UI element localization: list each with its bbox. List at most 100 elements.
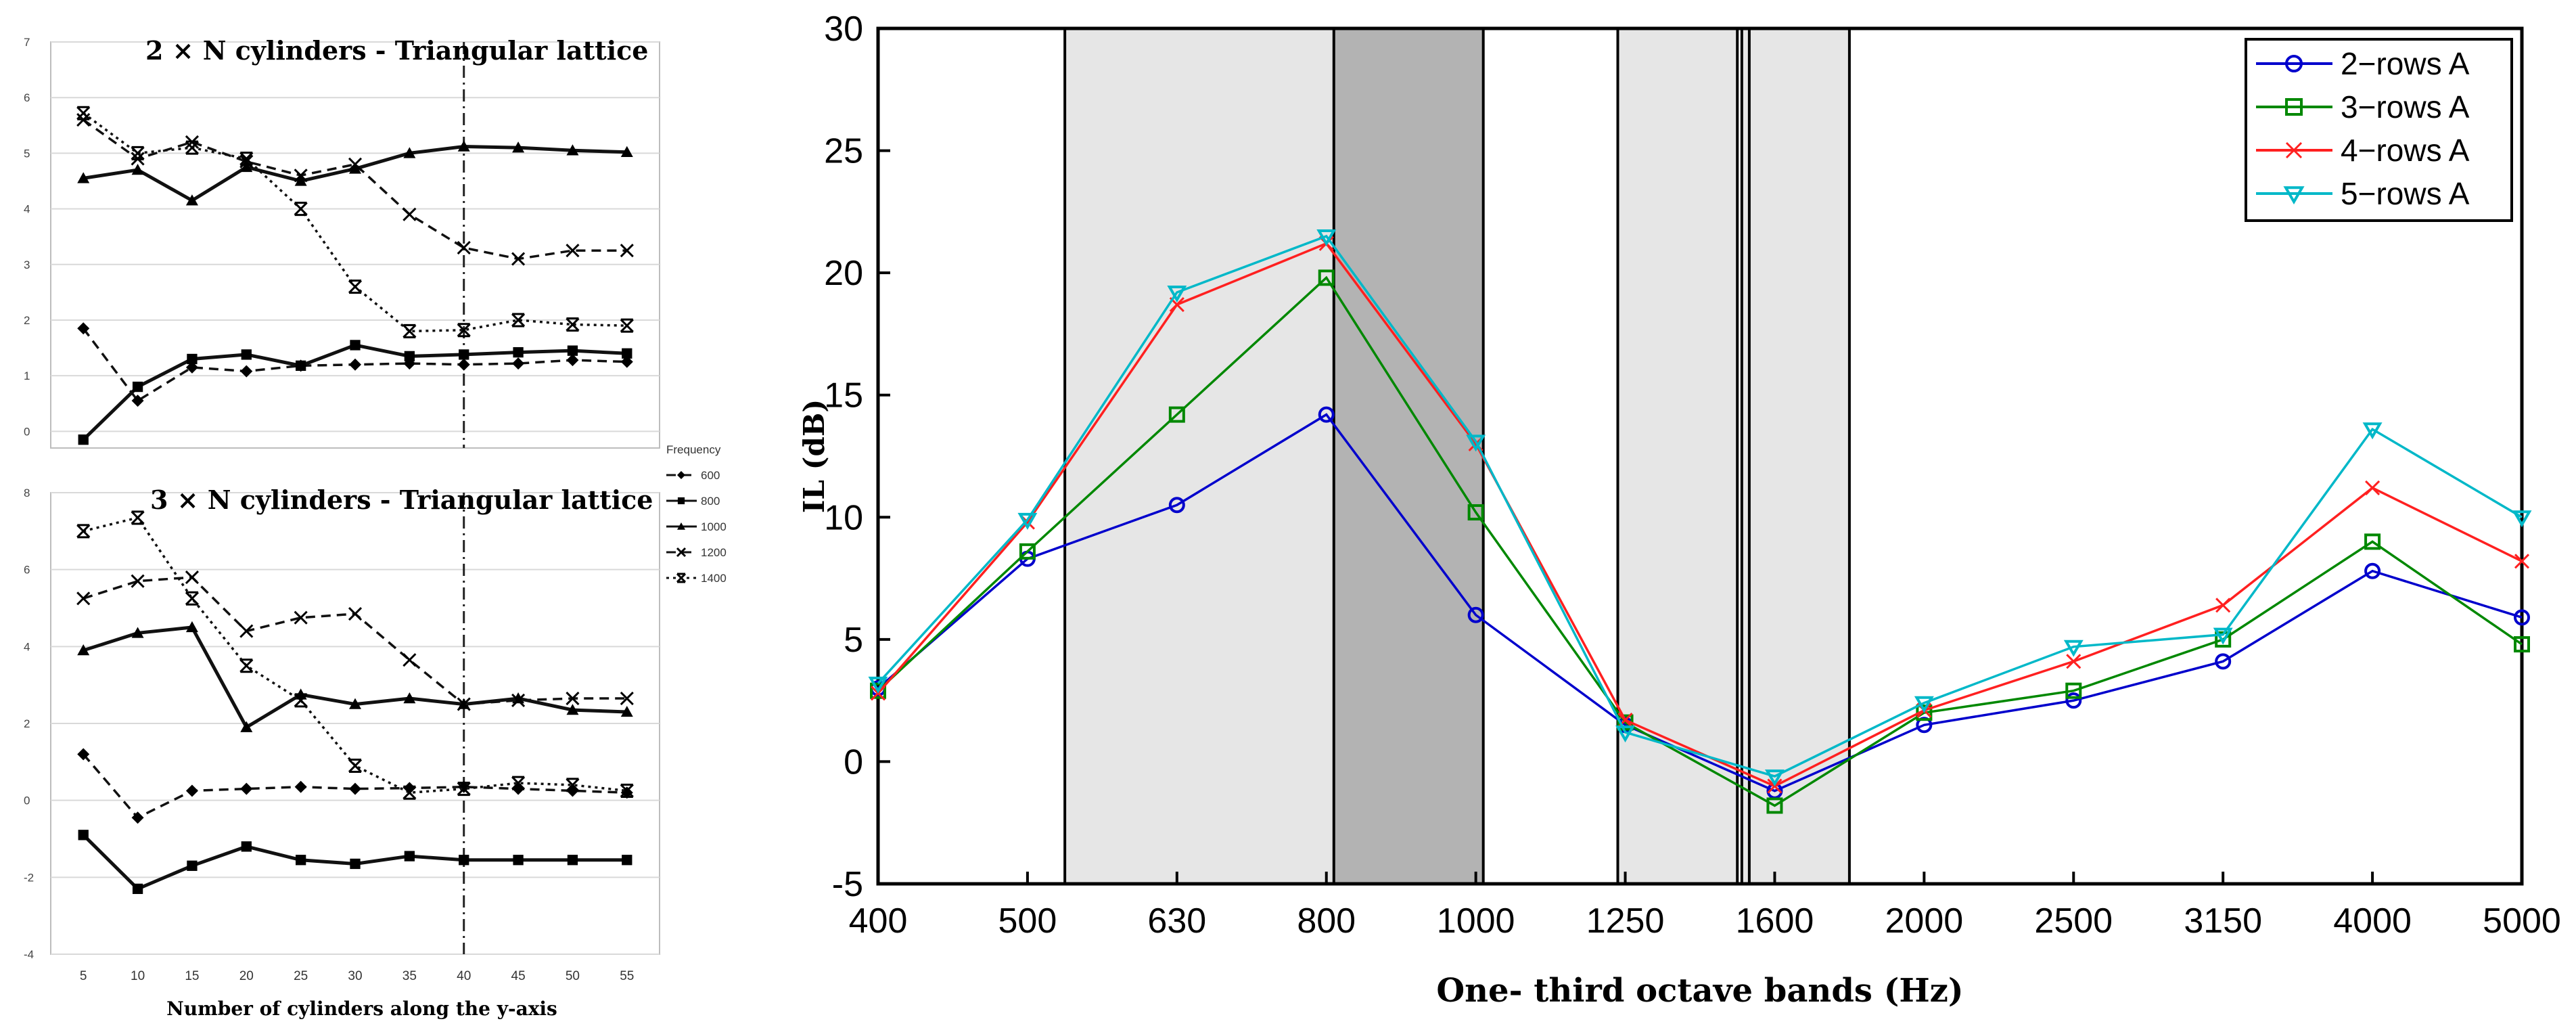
series-line (877, 234, 2523, 778)
x-tick-label: 500 (998, 901, 1057, 941)
y-tick-label: 15 (824, 376, 863, 416)
legend-label-600: 600 (701, 469, 720, 482)
y-tick-label: -2 (24, 871, 34, 884)
gridlines-3xN (51, 492, 660, 955)
y-tick-label: 25 (824, 132, 863, 171)
data-point (2066, 654, 2082, 669)
x-tick-label: 1600 (1736, 901, 1814, 941)
data-point-1000 (566, 144, 579, 156)
frequency-legend: Frequency 600 800 1000 1200 1400 (666, 443, 727, 585)
x-tick-label: 10 (131, 969, 145, 983)
data-point-600 (457, 358, 470, 371)
data-point-1000 (185, 194, 198, 206)
x-tick-label: 4000 (2333, 901, 2412, 941)
x-tick-label: 400 (849, 901, 908, 941)
shaded-bands (1065, 28, 1849, 884)
data-point (1914, 696, 1934, 713)
x-tick-label: 1000 (1437, 901, 1515, 941)
data-point (1318, 406, 1335, 423)
y-tick-label: 5 (24, 147, 30, 160)
data-point (1168, 497, 1185, 514)
series-group-2xN (76, 106, 634, 445)
data-point (1467, 606, 1484, 623)
data-point-1000 (240, 160, 253, 173)
x-axis-label-il: One- third octave bands (Hz) (1436, 972, 1963, 1010)
y-ticks-2xN: 7 6 5 4 3 2 1 0 (24, 36, 30, 438)
data-point-600 (131, 395, 144, 407)
y-tick-label: 20 (824, 254, 863, 293)
x-tick-label: 800 (1297, 901, 1356, 941)
y-tick-label: 4 (24, 203, 30, 216)
data-point-1400 (185, 140, 199, 155)
data-point (1019, 543, 1036, 560)
data-point-1400 (348, 759, 363, 774)
data-point (2364, 533, 2381, 550)
y-tick-label: 0 (24, 425, 30, 438)
data-point-1400 (239, 658, 254, 673)
data-point-1200 (402, 653, 417, 667)
data-point (1466, 434, 1486, 452)
data-point-1000 (403, 692, 416, 704)
data-point (1017, 512, 1038, 530)
legend-marker-600 (677, 471, 685, 479)
legend-label: 5−rows A (2341, 176, 2470, 211)
y-tick-label: 30 (824, 9, 863, 49)
data-point-1200 (131, 574, 145, 588)
data-point-800 (132, 883, 143, 895)
data-point (2063, 640, 2084, 657)
data-point (2215, 598, 2231, 613)
data-point-800 (241, 349, 252, 360)
data-point (2514, 636, 2530, 653)
shaded-band-light (1741, 28, 1849, 884)
data-point-800 (187, 860, 198, 871)
data-point-800 (459, 855, 469, 866)
data-point-1200 (348, 606, 363, 621)
y-tick-label: 6 (24, 564, 30, 577)
data-point-1200 (76, 591, 91, 606)
data-point-1400 (457, 323, 471, 338)
data-point-1400 (76, 524, 91, 539)
data-point (2365, 480, 2380, 496)
data-point-1000 (77, 172, 90, 183)
y-tick-label: 4 (24, 640, 30, 653)
series-group-3xN (76, 510, 634, 895)
x-tick-label: 1250 (1586, 901, 1665, 941)
data-point (1318, 269, 1335, 286)
data-point-1400 (131, 510, 145, 525)
data-point-1000 (566, 704, 579, 715)
series-line-1200 (83, 118, 627, 261)
data-point-1200 (566, 244, 580, 258)
data-point-600 (240, 782, 253, 795)
data-point-1200 (348, 157, 363, 171)
data-point-800 (622, 855, 632, 866)
data-point-600 (185, 361, 198, 374)
legend-marker-1000 (677, 522, 685, 530)
series-line-600 (82, 753, 627, 820)
data-point-1200 (294, 169, 308, 183)
data-point-1000 (131, 627, 144, 638)
chart-title-3xN: 3 × N cylinders - Triangular lattice (150, 485, 653, 515)
legend-marker (2283, 186, 2305, 205)
gridlines-2xN (51, 41, 660, 432)
x-tick-label: 2000 (1885, 901, 1964, 941)
data-point-600 (349, 358, 361, 371)
data-point-1200 (511, 252, 526, 266)
data-point (2065, 682, 2082, 699)
data-point-1200 (239, 624, 254, 638)
x-tick-label: 20 (239, 969, 254, 983)
data-point-600 (566, 354, 579, 367)
data-point-1200 (457, 697, 471, 711)
data-point (2514, 609, 2530, 626)
legend-label: 2−rows A (2341, 46, 2470, 81)
data-point-800 (567, 345, 578, 356)
y-tick-label: -5 (832, 865, 863, 904)
x-tick-label: 55 (620, 969, 634, 983)
y-tick-label: 5 (844, 621, 863, 660)
x-tick-label: 40 (457, 969, 471, 983)
data-point-600 (620, 355, 633, 368)
chart-insertion-loss: 30 25 20 15 10 5 0 -5 400 500 630 800 1000 1250 1600 2… (798, 9, 2561, 1010)
data-point-800 (567, 855, 578, 866)
data-point-1400 (457, 782, 471, 797)
data-point-1000 (512, 141, 525, 153)
